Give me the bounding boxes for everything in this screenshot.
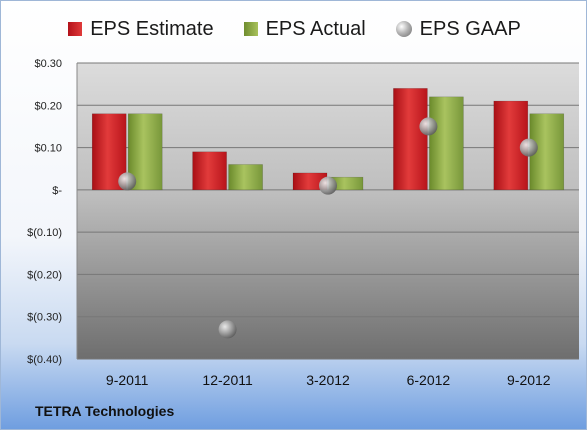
eps-gaap-marker: [218, 320, 237, 339]
y-tick-label: $0.20: [34, 100, 62, 112]
y-tick-label: $0.30: [34, 58, 62, 70]
x-category-label: 9-2012: [507, 372, 551, 388]
legend-item-eps-gaap: EPS GAAP: [395, 17, 521, 41]
eps-gaap-marker: [519, 138, 538, 157]
legend-swatch-eps-gaap: [395, 21, 412, 37]
eps-gaap-marker: [319, 176, 337, 195]
legend-label-eps-gaap: EPS GAAP: [419, 17, 521, 40]
eps-estimate-bar: [393, 88, 428, 191]
x-category-label: 12-2011: [202, 372, 253, 388]
x-category-label: 6-2012: [407, 372, 451, 388]
company-name: TETRA Technologies: [35, 403, 175, 419]
eps-actual-bar: [228, 164, 263, 191]
y-tick-label: $(0.30): [27, 312, 62, 324]
eps-actual-bar: [429, 96, 464, 191]
legend-item-eps-estimate: EPS Estimate: [68, 17, 214, 41]
y-tick-label: $(0.40): [27, 354, 62, 366]
eps-gaap-marker: [118, 172, 137, 191]
chart-legend: EPS Estimate EPS Actual EPS GAAP: [1, 11, 586, 47]
eps-gaap-marker: [419, 117, 438, 136]
eps-estimate-bar: [192, 151, 227, 191]
legend-swatch-eps-estimate: [68, 22, 83, 36]
y-tick-label: $(0.10): [27, 227, 62, 239]
eps-actual-bar: [529, 113, 565, 191]
x-category-label: 9-2011: [106, 372, 149, 388]
y-tick-label: $(0.20): [27, 269, 62, 281]
legend-item-eps-actual: EPS Actual: [243, 17, 366, 41]
x-category-label: 3-2012: [306, 372, 350, 388]
legend-label-eps-actual: EPS Actual: [265, 17, 366, 40]
y-tick-label: $0.10: [34, 143, 62, 155]
y-tick-label: $-: [52, 185, 62, 197]
legend-swatch-eps-actual: [243, 22, 258, 36]
legend-label-eps-estimate: EPS Estimate: [90, 17, 214, 40]
